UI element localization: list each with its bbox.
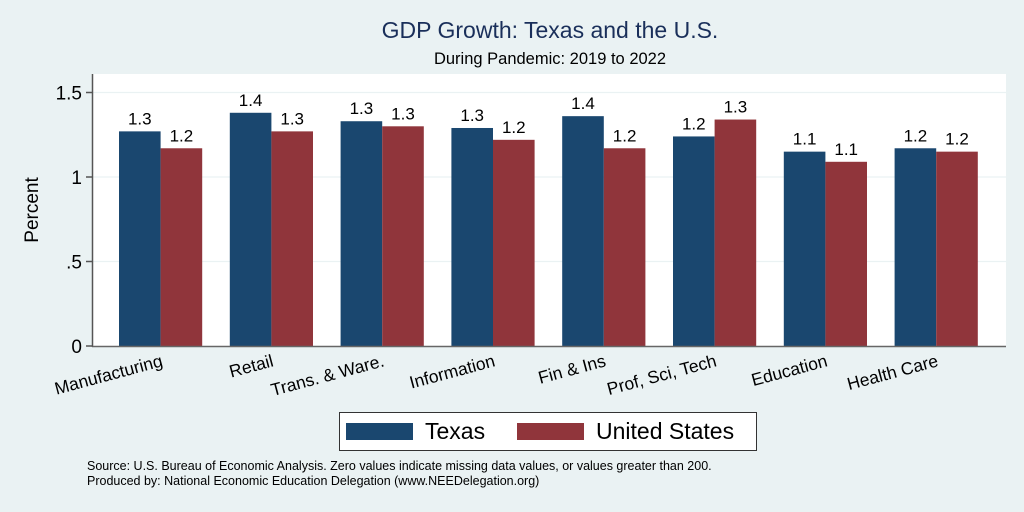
bar-value-label: 1.2	[170, 126, 194, 145]
bar-value-label: 1.2	[904, 126, 928, 145]
x-tick-label: Fin & Ins	[536, 350, 608, 387]
legend-item-texas: Texas	[346, 413, 485, 450]
bar-value-label: 1.3	[460, 106, 484, 125]
legend-label-texas: Texas	[425, 418, 486, 444]
chart-subtitle: During Pandemic: 2019 to 2022	[433, 50, 667, 68]
bar-united-states-1	[271, 131, 313, 346]
x-tick-label: Education	[749, 351, 829, 390]
bar-united-states-4	[603, 148, 646, 346]
y-tick-label: 0	[71, 337, 82, 358]
bar-value-label: 1.3	[350, 99, 374, 118]
chart-title: GDP Growth: Texas and the U.S.	[381, 17, 719, 43]
bar-united-states-6	[825, 161, 867, 346]
bar-united-states-0	[160, 148, 203, 346]
x-tick-label: Information	[407, 351, 497, 393]
x-tick-label: Manufacturing	[52, 351, 164, 399]
producer-line: Produced by: National Economic Education…	[87, 474, 540, 488]
y-tick-label: .5	[66, 253, 82, 274]
y-axis-ticks: 0 .5 1 1.5	[56, 84, 93, 358]
bar-value-label: 1.2	[945, 130, 969, 149]
bar-value-label: 1.2	[682, 114, 706, 133]
bar-value-label: 1.2	[613, 126, 637, 145]
bar-texas-0	[119, 131, 161, 346]
bar-texas-7	[894, 148, 937, 346]
bar-value-label: 1.4	[239, 91, 263, 110]
bar-value-label: 1.3	[391, 104, 415, 123]
source-line: Source: U.S. Bureau of Economic Analysis…	[87, 459, 712, 473]
legend-label-united-states: United States	[596, 418, 735, 444]
bar-value-label: 1.3	[128, 109, 152, 128]
bar-united-states-7	[936, 151, 978, 346]
legend-swatch-texas	[346, 423, 413, 440]
bar-value-label: 1.4	[571, 94, 595, 113]
source-note: Source: U.S. Bureau of Economic Analysis…	[87, 459, 712, 489]
bar-value-label: 1.2	[502, 118, 526, 137]
x-tick-label: Retail	[227, 351, 275, 382]
bar-united-states-3	[493, 139, 535, 346]
bar-texas-5	[673, 136, 715, 346]
x-tick-label: Trans. & Ware.	[269, 351, 387, 400]
legend: Texas United States	[339, 412, 757, 451]
y-axis-label: Percent	[22, 177, 43, 243]
bar-value-labels: 1.3 1.2 1.4 1.3 1.3 1.3 1.3 1.2 1.4 1.2 1.2 1.3 1.1 1…	[128, 91, 969, 159]
bar-value-label: 1.1	[834, 140, 858, 159]
legend-item-united-states: United States	[517, 413, 734, 450]
bar-value-label: 1.3	[280, 109, 304, 128]
y-tick-label: 1	[71, 168, 82, 189]
x-tick-label: Prof, Sci, Tech	[605, 351, 719, 399]
y-tick-label: 1.5	[56, 84, 82, 105]
bar-united-states-2	[382, 126, 424, 346]
bars	[119, 112, 978, 347]
x-tick-label: Health Care	[845, 351, 940, 394]
bar-texas-4	[562, 116, 604, 346]
bar-texas-1	[229, 112, 272, 346]
bar-value-label: 1.1	[793, 130, 817, 149]
bar-united-states-5	[714, 119, 757, 346]
bar-texas-2	[340, 121, 383, 346]
bar-value-label: 1.3	[724, 98, 748, 117]
legend-swatch-united-states	[517, 423, 584, 440]
bar-texas-3	[451, 127, 493, 347]
bar-texas-6	[783, 151, 826, 346]
